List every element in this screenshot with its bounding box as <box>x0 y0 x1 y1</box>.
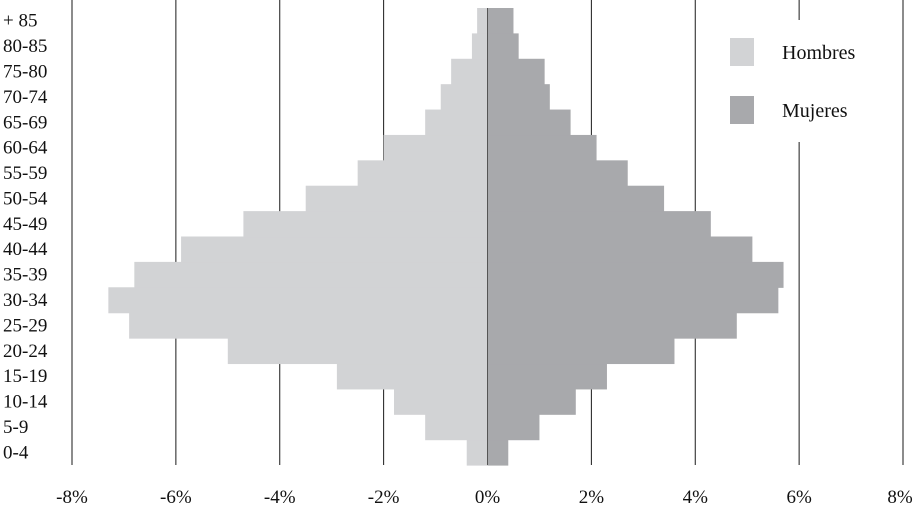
bars <box>108 8 784 466</box>
y-tick-label: 15-19 <box>3 366 47 387</box>
bar-mujeres-75-80 <box>487 58 545 85</box>
bar-hombres-25-29 <box>129 312 488 339</box>
y-tick-label: 25-29 <box>3 315 47 336</box>
legend-label-mujeres: Mujeres <box>782 100 848 122</box>
x-tick-label: 2% <box>579 487 605 508</box>
bar-mujeres-70-74 <box>487 84 550 111</box>
y-tick-label: 10-14 <box>3 392 48 413</box>
legend-label-hombres: Hombres <box>782 42 856 64</box>
bar-hombres-20-24 <box>227 338 488 365</box>
y-tick-label: 45-49 <box>3 214 47 235</box>
y-tick-label: 5-9 <box>3 417 28 438</box>
legend: Hombres Mujeres <box>712 20 892 142</box>
y-tick-label: 50-54 <box>3 188 48 209</box>
y-tick-label: 35-39 <box>3 265 47 286</box>
y-tick-label: 70-74 <box>3 87 48 108</box>
bar-hombres-75-80 <box>451 58 488 85</box>
x-tick-label: -8% <box>56 487 88 508</box>
bar-hombres-45-49 <box>243 211 488 238</box>
bar-hombres-30-34 <box>108 287 488 314</box>
bar-mujeres-35-39 <box>487 261 784 288</box>
bar-mujeres-60-64 <box>487 134 597 161</box>
bar-hombres-70-74 <box>440 84 488 111</box>
bar-mujeres-15-19 <box>487 363 607 390</box>
bar-hombres-5-9 <box>425 414 488 441</box>
y-tick-label: + 85 <box>3 11 37 32</box>
x-tick-label: -4% <box>264 487 296 508</box>
bar-mujeres-0-4 <box>487 439 509 466</box>
bar-mujeres-+85 <box>487 8 514 34</box>
y-tick-label: 20-24 <box>3 341 48 362</box>
bar-mujeres-80-85 <box>487 33 519 60</box>
bar-hombres-+85 <box>477 8 488 34</box>
x-tick-labels: -8% -6% -4% -2% 0% 2% 4% 6% 8% <box>56 487 913 508</box>
bar-mujeres-20-24 <box>487 338 675 365</box>
y-tick-label: 75-80 <box>3 61 47 82</box>
x-tick-label: 6% <box>786 487 812 508</box>
bar-hombres-0-4 <box>466 439 488 466</box>
bar-mujeres-10-14 <box>487 388 576 415</box>
bar-mujeres-5-9 <box>487 414 540 441</box>
y-tick-label: 0-4 <box>3 442 29 463</box>
legend-swatch-mujeres <box>730 96 754 124</box>
bar-hombres-60-64 <box>383 134 488 161</box>
bar-hombres-50-54 <box>305 185 488 212</box>
bar-mujeres-65-69 <box>487 109 571 136</box>
legend-swatch-hombres <box>730 38 754 66</box>
bar-mujeres-45-49 <box>487 211 711 238</box>
x-tick-label: 0% <box>475 487 501 508</box>
bar-hombres-80-85 <box>471 33 488 60</box>
y-tick-label: 60-64 <box>3 138 48 159</box>
bar-mujeres-25-29 <box>487 312 737 339</box>
bar-mujeres-30-34 <box>487 287 779 314</box>
y-tick-label: 55-59 <box>3 163 47 184</box>
bar-hombres-10-14 <box>394 388 488 415</box>
bar-hombres-35-39 <box>134 261 488 288</box>
y-tick-label: 40-44 <box>3 239 48 260</box>
bar-mujeres-50-54 <box>487 185 665 212</box>
bar-hombres-15-19 <box>336 363 488 390</box>
x-tick-label: -2% <box>368 487 400 508</box>
bar-mujeres-40-44 <box>487 236 753 263</box>
y-tick-label: 30-34 <box>3 290 48 311</box>
bar-hombres-65-69 <box>425 109 488 136</box>
y-tick-label: 65-69 <box>3 112 47 133</box>
x-tick-label: 8% <box>887 487 913 508</box>
bar-mujeres-55-59 <box>487 160 628 187</box>
y-tick-labels: 0-4 5-9 10-14 15-19 20-24 25-29 30-34 35-39 40-4… <box>3 11 48 464</box>
bar-hombres-55-59 <box>357 160 488 187</box>
x-tick-label: 4% <box>683 487 709 508</box>
bar-hombres-40-44 <box>181 236 488 263</box>
y-tick-label: 80-85 <box>3 36 47 57</box>
x-tick-label: -6% <box>160 487 192 508</box>
